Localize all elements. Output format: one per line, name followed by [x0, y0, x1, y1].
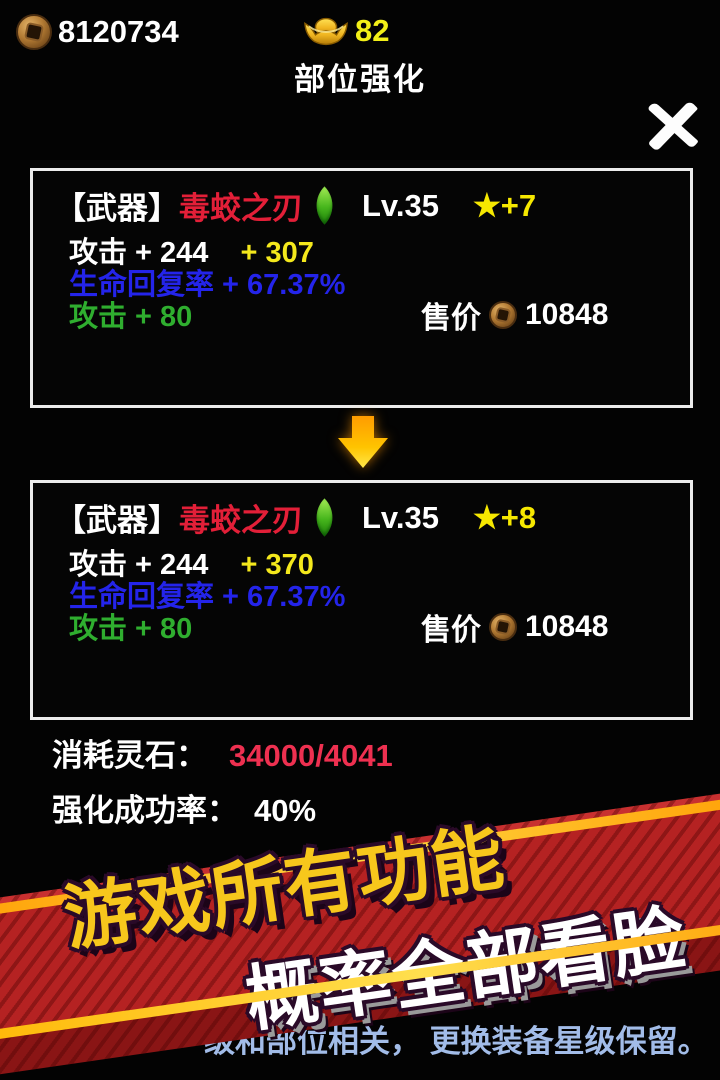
ingot-currency-display: 82 — [303, 12, 389, 50]
coin-icon — [16, 14, 52, 50]
equipment-card-upgraded: 【武器】 毒蛟之刃 Lv.35 ★+8 攻击 + 244 + 370 生命回复率… — [30, 480, 693, 720]
stat-attack-extra: 攻击 + 80 — [69, 301, 193, 333]
equipment-card-current: 【武器】 毒蛟之刃 Lv.35 ★+7 攻击 + 244 + 307 生命回复率… — [30, 168, 693, 408]
stat-bonus-value: + 370 — [240, 549, 314, 581]
sell-price-value: 10848 — [525, 610, 609, 643]
equipment-header: 【武器】 毒蛟之刃 Lv.35 ★+8 — [55, 495, 536, 540]
sell-price-row: 售价 10848 — [421, 605, 608, 649]
leaf-icon — [305, 498, 344, 537]
coin-hole — [497, 621, 509, 633]
gold-ingot-icon — [304, 17, 348, 46]
equipment-name: 毒蛟之刃 — [179, 191, 303, 226]
coin-hole — [497, 309, 509, 321]
leaf-icon — [305, 186, 344, 225]
equipment-level: Lv.35 — [362, 499, 439, 535]
star-rating: ★+8 — [472, 499, 537, 535]
stat-attack: 攻击 + 244 + 370 — [69, 541, 314, 583]
sell-price-label: 售价 — [421, 614, 481, 647]
stat-attack: 攻击 + 244 + 307 — [69, 229, 314, 271]
consume-label: 消耗灵石： — [52, 738, 207, 773]
down-arrow-icon — [338, 416, 388, 468]
sell-price-row: 售价 10848 — [421, 293, 608, 337]
stat-base-value: 攻击 + 244 — [69, 549, 209, 581]
consume-spirit-stone-row: 消耗灵石： 34000/4041 — [52, 730, 393, 775]
stat-attack-extra: 攻击 + 80 — [69, 613, 193, 645]
coin-icon — [489, 301, 517, 329]
equipment-name: 毒蛟之刃 — [179, 503, 303, 538]
coin-icon — [489, 613, 517, 641]
equipment-level: Lv.35 — [362, 187, 439, 223]
consume-value: 34000/4041 — [229, 738, 393, 773]
sell-price-label: 售价 — [421, 302, 481, 335]
stat-bonus-value: + 307 — [240, 237, 314, 269]
equipment-slot-label: 【武器】 — [55, 503, 179, 538]
sell-price-value: 10848 — [525, 298, 609, 331]
stat-base-value: 攻击 + 244 — [69, 237, 209, 269]
success-rate-value: 40% — [254, 793, 317, 828]
success-rate-row: 强化成功率： 40% — [52, 785, 316, 830]
success-rate-label: 强化成功率： — [52, 793, 238, 828]
coin-currency-display: 8120734 — [16, 14, 179, 50]
equipment-slot-label: 【武器】 — [55, 191, 179, 226]
coin-hole — [26, 24, 42, 40]
coin-amount: 8120734 — [58, 14, 179, 49]
stat-hp-regen: 生命回复率 + 67.37% — [69, 269, 346, 301]
close-button[interactable] — [642, 94, 704, 156]
ingot-amount: 82 — [355, 13, 390, 48]
page-title: 部位强化 — [294, 62, 426, 97]
equipment-header: 【武器】 毒蛟之刃 Lv.35 ★+7 — [55, 183, 536, 228]
star-rating: ★+7 — [472, 187, 537, 223]
stat-hp-regen: 生命回复率 + 67.37% — [69, 581, 346, 613]
